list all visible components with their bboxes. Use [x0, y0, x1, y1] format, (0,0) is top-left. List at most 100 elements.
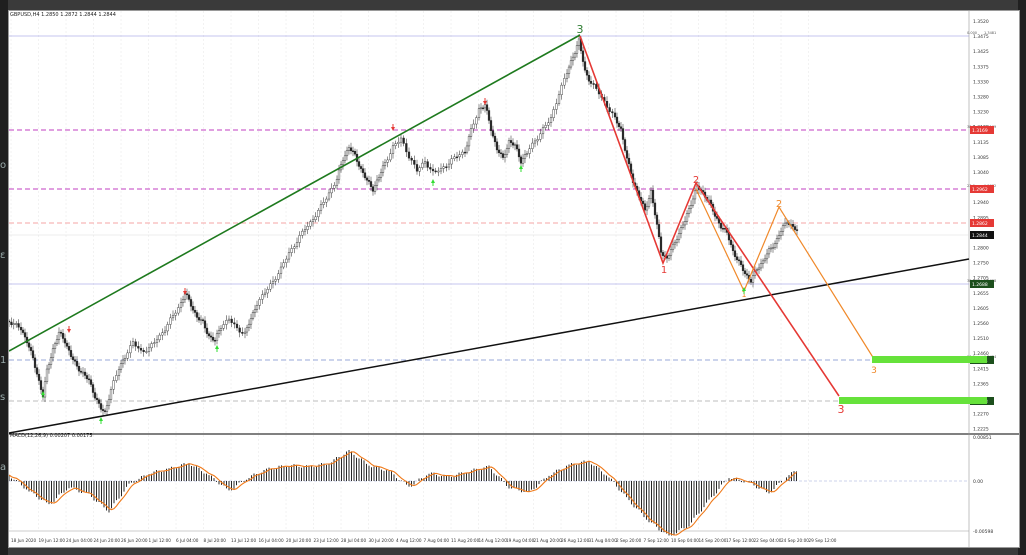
- candle-body: [51, 348, 55, 358]
- candle-body: [301, 230, 304, 236]
- candle-body: [434, 170, 437, 173]
- price-badge-text: 1.3169: [972, 128, 988, 134]
- candle-body: [450, 158, 453, 165]
- candle-body: [619, 126, 623, 129]
- candle-body: [247, 323, 251, 328]
- time-axis-label: 26 Aug 12:00: [561, 538, 590, 543]
- time-axis-label: 7 Aug 04:00: [424, 538, 450, 543]
- price-tick-label: 1.2750: [973, 261, 989, 267]
- time-axis-label: 20 Jul 20:00: [286, 538, 311, 543]
- wave-count-label: 3: [871, 366, 877, 376]
- candle-body: [536, 139, 539, 142]
- candle-body: [679, 227, 683, 234]
- macd-axis-label: 0.00: [973, 479, 983, 485]
- candle-body: [511, 142, 515, 146]
- candle-body: [521, 158, 525, 164]
- candle-body: [105, 405, 109, 412]
- chart-canvas[interactable]: 1.3520 1.3475 1.3425 1.3375 1.3330 1.3280 1.32…: [9, 11, 1019, 547]
- candle-body: [295, 242, 299, 247]
- candle-body: [389, 153, 392, 161]
- candle-body: [552, 109, 555, 118]
- symbol-info: GBPUSD,H4 1.2850 1.2872 1.2844 1.2844: [10, 12, 116, 18]
- candle-body: [377, 177, 381, 181]
- wave-count-label: 1: [741, 290, 746, 299]
- candle-body: [525, 153, 529, 155]
- candle-body: [314, 216, 317, 221]
- candle-body: [117, 369, 121, 376]
- candle-body: [199, 319, 203, 321]
- candle-body: [761, 260, 765, 264]
- price-tick-label: 1.2460: [973, 351, 989, 357]
- candle-body: [495, 141, 499, 151]
- candle-body: [303, 229, 307, 232]
- candle-body: [161, 332, 164, 336]
- candle-body: [659, 236, 663, 253]
- candle-body: [230, 318, 233, 323]
- fib-price-label: 1.3481: [984, 31, 996, 35]
- candle-body: [785, 222, 789, 225]
- candle-body: [575, 45, 579, 54]
- candle-body: [235, 323, 239, 329]
- candle-body: [207, 333, 211, 337]
- candle-body: [621, 128, 625, 140]
- candle-body: [271, 280, 275, 285]
- candle-body: [61, 333, 65, 339]
- time-axis-label: 24 Jun 04:00: [66, 538, 93, 543]
- price-tick-label: 1.3330: [973, 79, 989, 85]
- wave-count-label: 2: [776, 199, 782, 210]
- candle-body: [523, 154, 527, 159]
- candle-body: [21, 329, 25, 333]
- candle-body: [91, 384, 95, 393]
- candle-body: [397, 141, 400, 144]
- candle-body: [369, 181, 373, 187]
- candle-body: [195, 312, 199, 318]
- candle-body: [357, 161, 361, 167]
- price-tick-label: 1.3425: [973, 49, 989, 55]
- candle-body: [311, 219, 315, 222]
- candle-body: [405, 143, 408, 153]
- candle-body: [179, 302, 183, 308]
- time-axis-label: 14 Sep 20:00: [699, 538, 727, 543]
- wave-count-label: 1: [661, 265, 667, 276]
- candle-body: [353, 151, 357, 155]
- candle-body: [741, 264, 745, 271]
- candle-body: [685, 213, 689, 222]
- candle-body: [533, 140, 537, 144]
- price-chart[interactable]: 1.3520 1.3475 1.3425 1.3375 1.3330 1.3280 1.32…: [8, 10, 1020, 548]
- candle-body: [437, 170, 440, 173]
- candle-body: [675, 239, 679, 243]
- candle-body: [17, 323, 20, 328]
- candle-body: [611, 111, 614, 114]
- time-axis-label: 28 Jul 04:00: [341, 538, 366, 543]
- candle-body: [781, 225, 785, 232]
- candle-body: [489, 120, 493, 131]
- candle-body: [549, 117, 553, 123]
- candle-body: [391, 145, 395, 154]
- candle-body: [258, 299, 261, 306]
- candle-body: [729, 239, 733, 245]
- candle-body: [547, 122, 550, 126]
- candle-body: [442, 166, 445, 169]
- candle-body: [407, 151, 411, 159]
- candle-body: [290, 248, 293, 253]
- candle-body: [767, 248, 771, 255]
- price-tick-label: 1.2415: [973, 366, 989, 372]
- price-badge: [970, 231, 994, 239]
- candle-body: [351, 150, 355, 153]
- time-axis-label: 16 Jul 04:00: [259, 538, 284, 543]
- candle-body: [255, 305, 259, 310]
- candle-body: [653, 202, 657, 216]
- candle-body: [793, 226, 797, 230]
- candle-body: [251, 312, 255, 319]
- time-axis-label: 18 Jun 2020: [11, 538, 37, 543]
- candle-body: [158, 334, 161, 341]
- fractal-down-arrow: [483, 101, 487, 105]
- time-axis-label: 8 Jul 20:00: [204, 538, 227, 543]
- candle-body: [359, 166, 363, 169]
- candle-body: [399, 137, 403, 143]
- candle-body: [83, 371, 87, 376]
- candle-body: [119, 363, 123, 370]
- candle-body: [227, 318, 231, 321]
- candle-body: [469, 128, 473, 137]
- candle-body: [309, 221, 312, 227]
